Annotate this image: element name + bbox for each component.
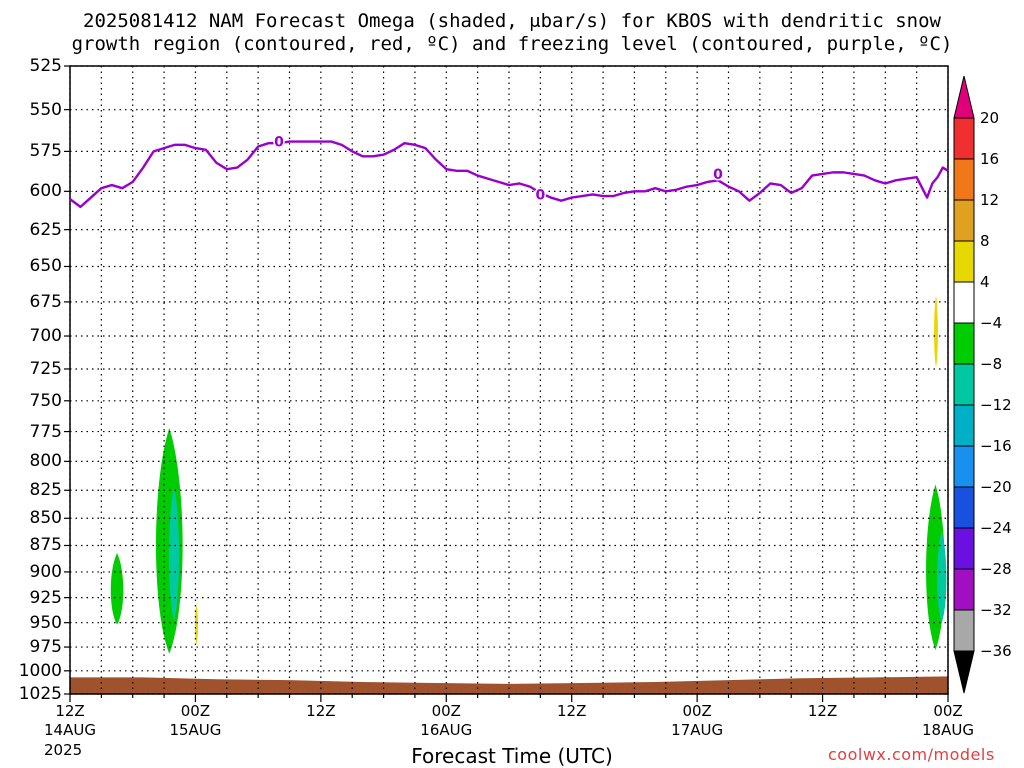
colorbar-tick-label: 12 <box>980 191 1000 209</box>
y-tick-label: 775 <box>29 421 62 442</box>
freezing-level-line <box>69 140 949 209</box>
colorbar-tick-label: 4 <box>980 273 990 291</box>
year-label: 2025 <box>44 741 83 759</box>
x-tick-date-label: 14AUG <box>44 721 96 739</box>
freezing-contour-label-1: 0 <box>535 187 545 203</box>
colorbar-segment-13 <box>953 609 975 652</box>
y-tick-label: 1025 <box>18 684 62 704</box>
freezing-contour-label-2: 0 <box>713 167 723 183</box>
colorbar-segment-11 <box>953 527 975 570</box>
x-axis-title: Forecast Time (UTC) <box>411 744 613 768</box>
omega-region-3 <box>194 604 199 645</box>
x-tick-label: 12Z <box>306 702 336 720</box>
y-tick-label: 875 <box>29 535 62 556</box>
y-tick-label: 650 <box>29 256 62 277</box>
omega-region-2 <box>168 486 180 621</box>
y-tick-label: 725 <box>29 358 62 379</box>
colorbar-top-arrow <box>953 75 975 119</box>
y-tick-label: 950 <box>29 612 62 633</box>
omega-region-6 <box>937 531 947 623</box>
y-tick-label: 850 <box>29 508 62 529</box>
x-tick-label: 00Z <box>682 702 712 720</box>
y-tick-label: 1000 <box>18 660 62 681</box>
y-tick-label: 900 <box>29 561 62 582</box>
x-tick-label: 00Z <box>933 702 963 720</box>
y-tick-label: 600 <box>29 181 62 202</box>
x-tick-date-label: 18AUG <box>922 721 974 739</box>
colorbar-tick-label: 20 <box>980 109 1000 127</box>
colorbar-tick-label: −36 <box>980 642 1012 660</box>
colorbar-tick-label: −24 <box>980 519 1012 537</box>
colorbar-segment-8 <box>953 404 975 447</box>
y-tick-label: 675 <box>29 291 62 312</box>
colorbar-tick-label: −28 <box>980 560 1012 578</box>
chart-title-line-2: growth region (contoured, red, ºC) and f… <box>71 33 953 55</box>
colorbar-segment-2 <box>953 158 975 201</box>
freezing-contour-label-0: 0 <box>274 135 284 151</box>
x-tick-date-label: 16AUG <box>420 721 473 739</box>
x-tick-label: 12Z <box>55 702 85 720</box>
y-tick-label: 800 <box>29 451 62 472</box>
y-tick-label: 525 <box>29 56 62 76</box>
x-tick-label: 12Z <box>557 702 587 720</box>
colorbar-tick-label: −12 <box>980 396 1012 414</box>
colorbar-segment-4 <box>953 240 975 283</box>
colorbar-tick-label: −16 <box>980 437 1012 455</box>
y-tick-label: 825 <box>29 480 62 501</box>
x-tick-label: 12Z <box>807 702 838 720</box>
colorbar-segment-1 <box>953 117 975 160</box>
credit-link[interactable]: coolwx.com/models <box>828 745 995 764</box>
colorbar-bottom-arrow <box>953 650 975 694</box>
colorbar-segment-5 <box>953 281 975 324</box>
colorbar-segment-7 <box>953 363 975 406</box>
x-tick-date-label: 17AUG <box>671 721 724 739</box>
colorbar-segment-10 <box>953 486 975 529</box>
colorbar-tick-label: −32 <box>980 601 1012 619</box>
chart-title-line-1: 2025081412 NAM Forecast Omega (shaded, μ… <box>83 10 941 32</box>
colorbar-segment-6 <box>953 322 975 365</box>
colorbar-tick-label: 8 <box>980 232 990 250</box>
terrain-fill <box>70 676 948 694</box>
colorbar-segment-3 <box>953 199 975 242</box>
colorbar-tick-label: −8 <box>980 355 1003 373</box>
y-tick-label: 575 <box>29 141 62 162</box>
omega-region-0 <box>110 552 124 625</box>
colorbar-segment-9 <box>953 445 975 488</box>
y-tick-label: 975 <box>29 637 62 658</box>
y-tick-label: 550 <box>29 99 62 120</box>
colorbar-tick-label: 16 <box>980 150 1000 168</box>
omega-region-4 <box>934 294 938 368</box>
x-tick-date-label: 15AUG <box>169 721 222 739</box>
colorbar-segment-12 <box>953 568 975 611</box>
colorbar-tick-label: −20 <box>980 478 1012 496</box>
y-tick-label: 750 <box>29 390 62 411</box>
y-tick-label: 700 <box>29 326 62 347</box>
colorbar-tick-label: −4 <box>980 314 1003 332</box>
x-tick-label: 00Z <box>180 702 211 720</box>
y-tick-label: 925 <box>29 587 62 608</box>
x-tick-label: 00Z <box>431 702 461 720</box>
y-tick-label: 625 <box>29 219 62 240</box>
